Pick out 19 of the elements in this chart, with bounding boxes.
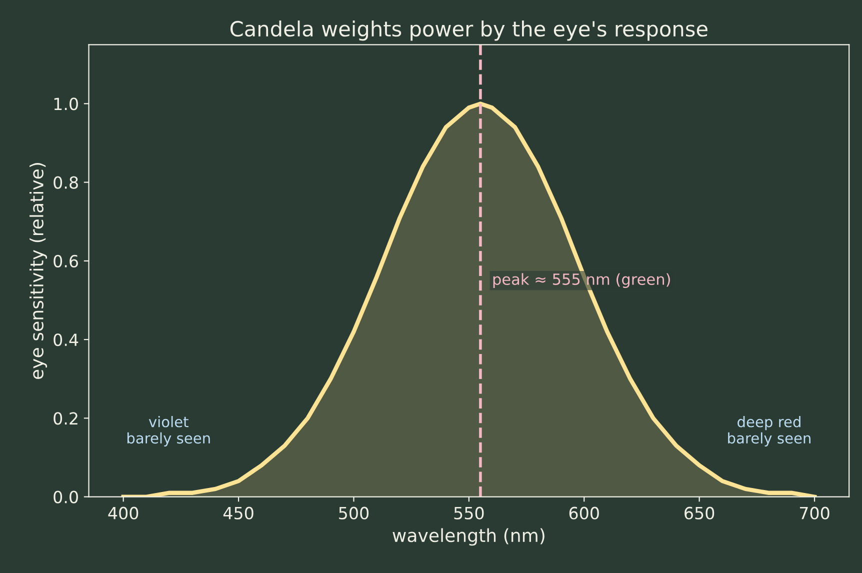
y-tick-label: 0.0 <box>54 490 78 504</box>
y-tick-label: 1.0 <box>54 98 78 110</box>
y-tick-label: 0.6 <box>54 254 78 268</box>
x-tick-label: 450 <box>223 506 254 520</box>
y-tick-label: 0.4 <box>54 334 78 346</box>
x-tick-label: 700 <box>800 506 830 520</box>
x-axis-title: wavelength (nm) <box>392 528 544 546</box>
x-tick-label: 500 <box>339 506 369 520</box>
ref-line-label: peak ≈ 555 nm (green) <box>493 273 670 288</box>
y-tick-label: 0.2 <box>54 412 78 425</box>
y-axis-title: eye sensitivity (relative) <box>30 163 48 379</box>
annotation: deep red barely seen <box>728 416 810 446</box>
chart-title: Candela weights power by the eye's response <box>230 20 708 41</box>
x-tick-label: 650 <box>684 506 714 520</box>
x-tick-label: 550 <box>454 506 484 520</box>
x-tick-label: 400 <box>108 506 138 520</box>
annotation: violet barely seen <box>127 416 210 446</box>
y-tick-label: 0.8 <box>54 176 78 189</box>
x-tick-label: 600 <box>569 506 599 520</box>
